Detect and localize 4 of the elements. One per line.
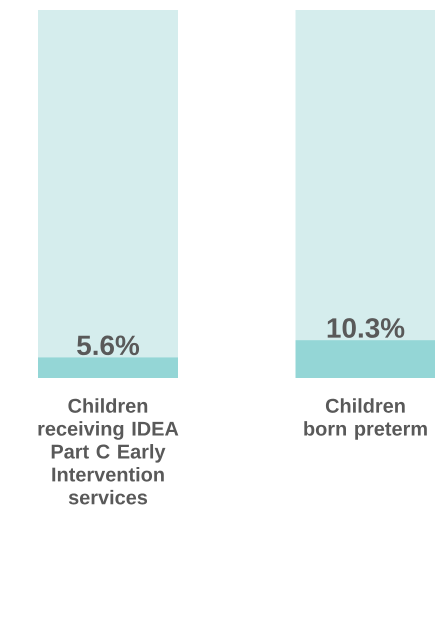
data-label: 5.6% — [77, 335, 140, 356]
data-label: 10.3% — [328, 318, 404, 338]
x-tick-label: Children born preterm — [304, 398, 427, 440]
x-tick-label: Children receiving IDEA Part C Early Intervention services — [38, 398, 178, 504]
